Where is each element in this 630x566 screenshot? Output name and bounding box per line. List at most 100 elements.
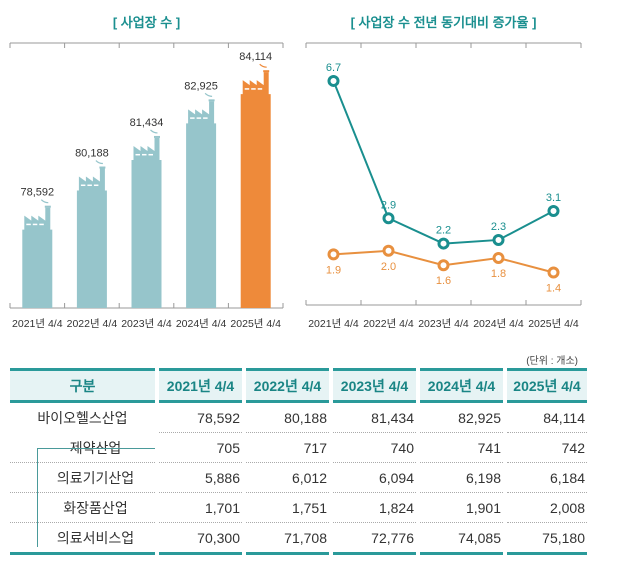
x-tick-label: 2024년 4/4 <box>176 318 227 330</box>
window <box>257 88 263 90</box>
table-cell: 740 <box>333 433 416 463</box>
x-tick-label: 2022년 4/4 <box>67 318 118 330</box>
x-tick-label: 2021년 4/4 <box>12 318 63 330</box>
window <box>80 184 86 187</box>
window <box>148 153 153 156</box>
table-row: 의료서비스업 70,300 71,708 72,776 74,085 75,180 <box>10 523 587 555</box>
row-label: 화장품산업 <box>10 493 155 523</box>
table-cell: 6,012 <box>246 463 329 493</box>
data-label: 81,434 <box>130 117 164 129</box>
table-cell: 6,094 <box>333 463 416 493</box>
column-header-category: 구분 <box>10 368 155 403</box>
data-label: 6.7 <box>326 62 341 74</box>
data-label: 2.9 <box>381 199 396 211</box>
window <box>244 88 250 90</box>
table-cell: 1,751 <box>246 493 329 523</box>
x-tick-label: 2023년 4/4 <box>418 318 469 330</box>
table-cell: 70,300 <box>159 523 242 555</box>
window <box>135 153 140 156</box>
sub-category-bracket <box>37 448 38 547</box>
data-label: 1.9 <box>326 264 341 276</box>
data-label: 2.0 <box>381 261 396 273</box>
factory-bar-shape <box>76 168 107 308</box>
factory-bar-shape <box>186 101 217 308</box>
x-tick-label: 2021년 4/4 <box>308 318 359 330</box>
table-cell: 1,824 <box>333 493 416 523</box>
table-cell: 6,184 <box>507 463 587 493</box>
table-row: 의료기기산업 5,886 6,012 6,094 6,198 6,184 <box>10 463 587 493</box>
window <box>87 184 92 187</box>
window <box>142 153 147 156</box>
table-cell: 717 <box>246 433 329 463</box>
x-tick-label: 2022년 4/4 <box>363 318 414 330</box>
bar <box>22 199 53 308</box>
data-label: 1.8 <box>491 268 506 280</box>
table-cell: 80,188 <box>246 403 329 433</box>
table-cell: 1,901 <box>420 493 503 523</box>
table-cell: 72,776 <box>333 523 416 555</box>
data-label: 2.3 <box>491 221 506 233</box>
data-point <box>327 248 340 261</box>
bar-chart-title: [ 사업장 수 ] <box>112 15 181 30</box>
smoke-icon <box>40 199 49 204</box>
table-row: 화장품산업 1,701 1,751 1,824 1,901 2,008 <box>10 493 587 523</box>
line-chart-title: [ 사업장 수 전년 동기대비 증가율 ] <box>350 15 537 30</box>
x-tick-label: 2023년 4/4 <box>121 318 172 330</box>
window <box>251 88 256 90</box>
window <box>32 223 38 226</box>
bar-chart: 78,592 2021년 4/4 80,188 2022년 4/4 81,434 2023… <box>9 42 284 330</box>
smoke-icon <box>95 160 103 165</box>
window <box>93 184 99 187</box>
x-tick-label: 2025년 4/4 <box>230 318 281 330</box>
window <box>26 223 31 226</box>
table-cell: 2,008 <box>507 493 587 523</box>
factory-bar-shape <box>22 207 53 308</box>
table-cell: 75,180 <box>507 523 587 555</box>
data-point <box>327 74 340 87</box>
window <box>196 117 202 119</box>
data-label: 84,114 <box>239 51 272 63</box>
factory-bar-shape <box>131 137 162 308</box>
data-point <box>382 212 395 225</box>
chimney-cap <box>99 166 106 169</box>
table-cell: 1,701 <box>159 493 242 523</box>
column-header: 2023년 4/4 <box>333 368 416 403</box>
chimney-cap <box>154 135 160 138</box>
series-line <box>333 249 554 274</box>
data-label: 1.6 <box>436 275 451 287</box>
data-point <box>547 266 560 279</box>
data-point <box>382 244 395 257</box>
data-label: 78,592 <box>20 187 54 199</box>
table-cell: 6,198 <box>420 463 503 493</box>
table-cell: 5,886 <box>159 463 242 493</box>
bar <box>131 129 162 308</box>
column-header: 2021년 4/4 <box>159 368 242 403</box>
table-cell: 742 <box>507 433 587 463</box>
table-cell: 71,708 <box>246 523 329 555</box>
data-point <box>492 252 505 265</box>
chimney-cap <box>263 70 270 73</box>
table-cell: 741 <box>420 433 503 463</box>
window <box>190 117 195 119</box>
table-row: 제약산업 705 717 740 741 742 <box>10 433 587 463</box>
bar <box>76 160 107 308</box>
data-label: 2.2 <box>436 225 451 237</box>
smoke-icon <box>259 63 267 68</box>
table-cell: 705 <box>159 433 242 463</box>
x-tick-label: 2025년 4/4 <box>528 318 579 330</box>
data-table: 구분 2021년 4/4 2022년 4/4 2023년 4/4 2024년 4/4 20… <box>6 368 591 555</box>
column-header: 2025년 4/4 <box>507 368 587 403</box>
table-cell: 82,925 <box>420 403 503 433</box>
data-label: 3.1 <box>546 192 561 204</box>
row-label: 제약산업 <box>10 433 155 463</box>
data-point <box>437 259 450 272</box>
column-header: 2024년 4/4 <box>420 368 503 403</box>
x-tick-label: 2024년 4/4 <box>473 318 524 330</box>
bar <box>240 63 271 308</box>
table-cell: 74,085 <box>420 523 503 555</box>
unit-label: (단위 : 개소) <box>526 356 578 367</box>
bar <box>186 92 217 308</box>
column-header: 2022년 4/4 <box>246 368 329 403</box>
row-label: 의료서비스업 <box>10 523 155 555</box>
